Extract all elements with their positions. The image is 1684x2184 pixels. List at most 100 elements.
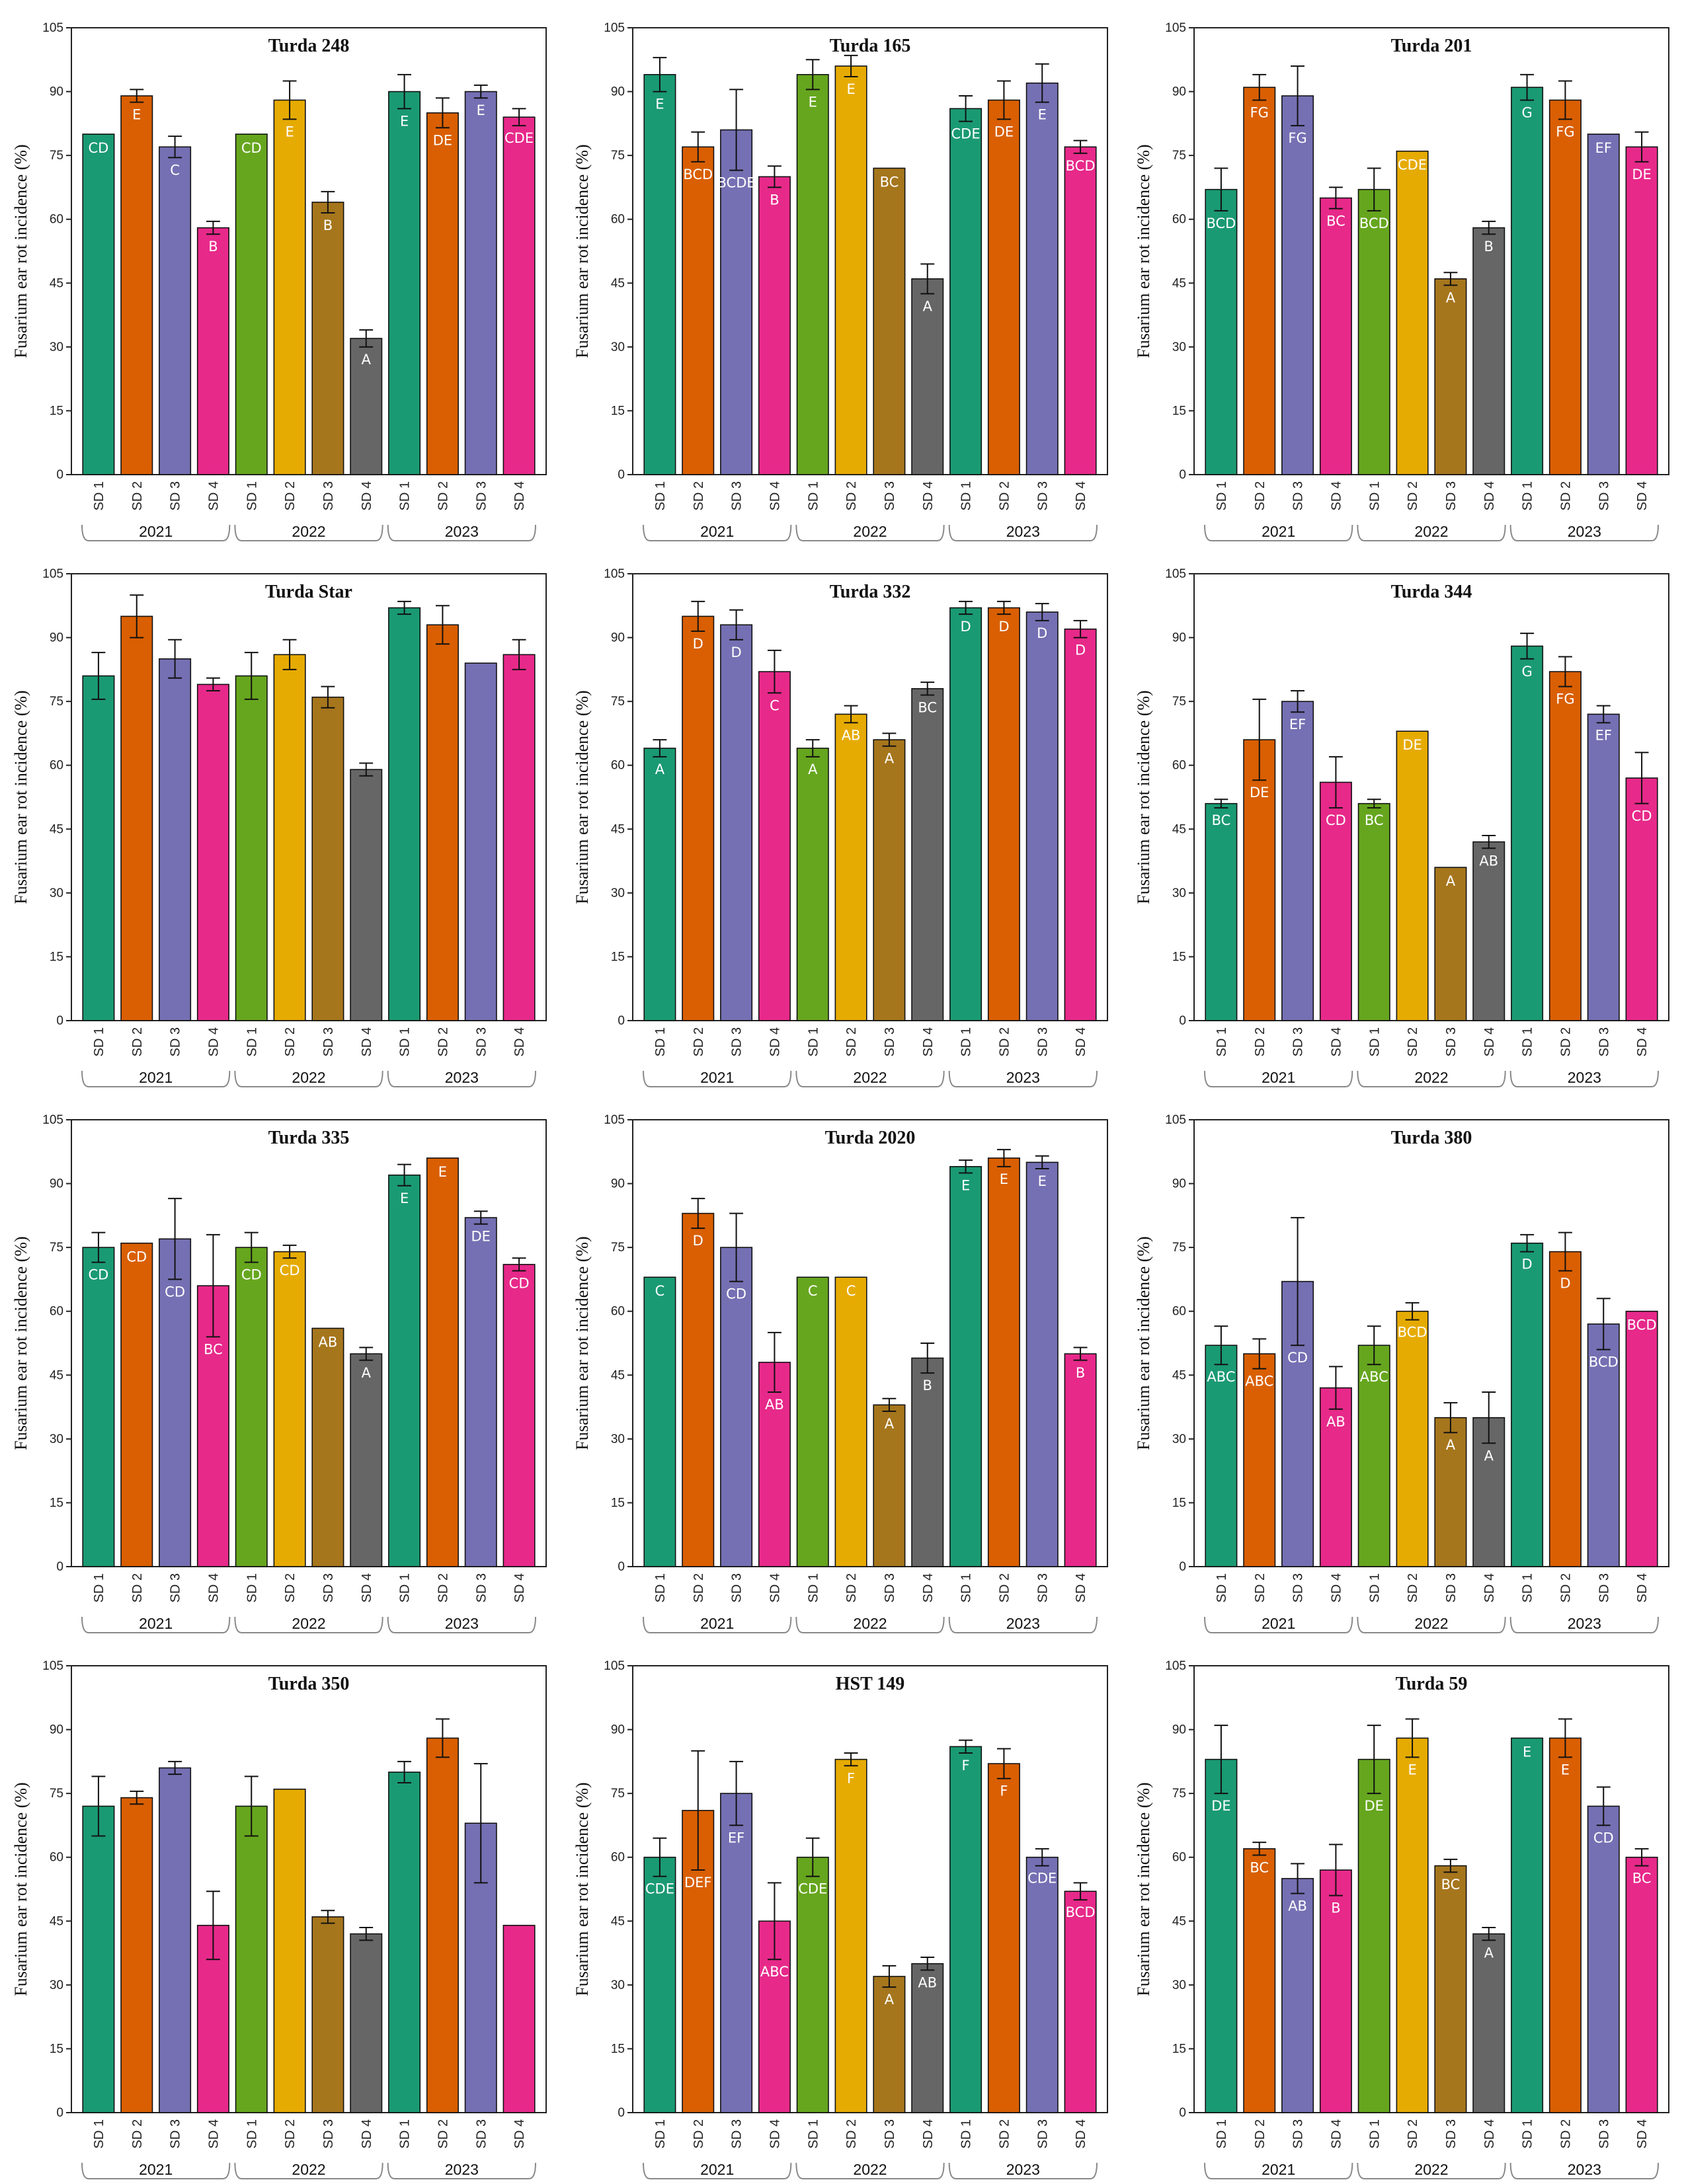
significance-letter: CD [126,1249,147,1265]
significance-letter: CD [1632,808,1652,824]
significance-letter: BCD [1359,215,1389,231]
y-tick-label: 45 [1172,1914,1186,1928]
x-tick-label: SD 4 [768,1027,782,1056]
bar [834,1758,867,2113]
x-tick-label: SD 2 [997,481,1012,510]
y-tick-label: 45 [611,276,625,290]
bar [873,167,906,475]
significance-letter: EF [1595,727,1612,743]
y-tick-label: 75 [611,695,625,709]
chart-panel-4: 0 15 30 45 60 75 90 105 Fusarium ear rot inciden… [0,546,561,1092]
bar [1625,1310,1658,1567]
group-year-label: 2023 [1006,1069,1040,1086]
significance-letter: DE [1402,737,1422,753]
bar [643,1276,676,1567]
x-tick-label: SD 3 [1035,481,1050,510]
significance-letter: A [808,761,818,777]
y-tick-label: 45 [50,822,63,836]
group-year-label: 2022 [1414,1615,1448,1632]
significance-letter: F [962,1758,970,1774]
y-tick-label: 15 [50,2042,63,2056]
x-tick-label: SD 2 [1253,2119,1267,2148]
significance-letter: D [1560,1276,1570,1292]
x-tick-label: SD 3 [321,1573,336,1602]
x-tick-label: SD 4 [206,1027,221,1056]
bar [273,1251,306,1567]
significance-letter: E [1523,1744,1531,1760]
x-tick-label: SD 1 [1521,1573,1535,1602]
bar [796,748,829,1021]
bar [159,1767,192,2113]
bar [350,338,383,475]
y-tick-label: 60 [1172,759,1186,773]
x-tick-label: SD 2 [997,1027,1012,1056]
y-tick-label: 75 [50,695,63,709]
plot-frame [1193,27,1669,475]
y-tick-label: 30 [611,1978,625,1992]
significance-letter: A [1484,1945,1494,1961]
x-tick-label: SD 3 [1444,481,1459,510]
chart-panel-6: 0 15 30 45 60 75 90 105 Fusarium ear rot inciden… [1123,546,1684,1092]
group-bracket [795,524,945,541]
chart-title: Turda 335 [268,1128,350,1148]
group-bracket [643,524,792,541]
x-tick-label: SD 2 [692,1573,706,1602]
y-tick-label: 15 [1172,404,1186,418]
y-tick-label: 30 [1172,340,1186,354]
group-bracket [795,2162,945,2179]
y-tick-label: 75 [611,1787,625,1801]
significance-letter: BCD [1206,215,1236,231]
bar [1548,671,1582,1021]
x-tick-label: SD 1 [398,2119,413,2148]
significance-letter: ABC [1360,1369,1388,1385]
bar [464,91,497,475]
x-tick-label: SD 3 [1444,2119,1459,2148]
significance-letter: BC [918,699,937,715]
significance-letter: E [1038,1173,1047,1189]
x-tick-label: SD 2 [1253,481,1267,510]
x-tick-label: SD 2 [436,481,450,510]
bar [1064,1353,1097,1567]
significance-letter: D [1521,1257,1532,1272]
x-tick-label: SD 4 [921,1573,936,1602]
x-tick-label: SD 2 [997,1573,1012,1602]
group-bracket [81,2162,231,2179]
y-axis-label: Fusarium ear rot incidence (%) [1134,1236,1153,1450]
x-tick-label: SD 3 [321,481,336,510]
x-tick-label: SD 2 [844,2119,859,2148]
x-tick-label: SD 4 [512,1573,527,1602]
y-tick-label: 45 [1172,276,1186,290]
significance-letter: DEF [684,1875,712,1891]
significance-letter: B [770,192,779,208]
x-tick-label: SD 3 [1291,1027,1306,1056]
group-year-label: 2023 [1006,1615,1040,1632]
y-tick-label: 0 [618,1014,625,1028]
group-bracket [948,524,1098,541]
bar [720,1793,753,2113]
bar [1025,82,1059,475]
x-tick-label: SD 2 [130,481,145,510]
y-tick-label: 75 [1172,1241,1186,1255]
x-tick-label: SD 2 [436,1027,450,1056]
x-tick-label: SD 2 [844,481,859,510]
y-tick-label: 0 [1179,468,1186,482]
significance-letter: CD [509,1276,530,1292]
significance-letter: B [323,217,333,233]
y-axis-label: Fusarium ear rot incidence (%) [1134,144,1153,358]
bar [82,1247,115,1567]
x-tick-label: SD 2 [1558,1027,1573,1056]
bar [1434,278,1467,475]
significance-letter: EF [1595,140,1612,156]
bar [1587,1323,1620,1567]
bar [273,654,306,1021]
x-tick-label: SD 4 [1074,1027,1088,1056]
significance-letter: CD [726,1286,746,1302]
group-bracket [1204,2162,1353,2179]
x-tick-label: SD 1 [653,1027,668,1056]
chart-panel-11: 0 15 30 45 60 75 90 105 Fusarium ear rot inciden… [561,1638,1123,2184]
chart-title: Turda 248 [268,36,350,56]
group-year-label: 2022 [292,1069,325,1086]
y-tick-label: 60 [50,213,63,227]
significance-letter: E [400,1190,409,1206]
bar [159,146,192,475]
